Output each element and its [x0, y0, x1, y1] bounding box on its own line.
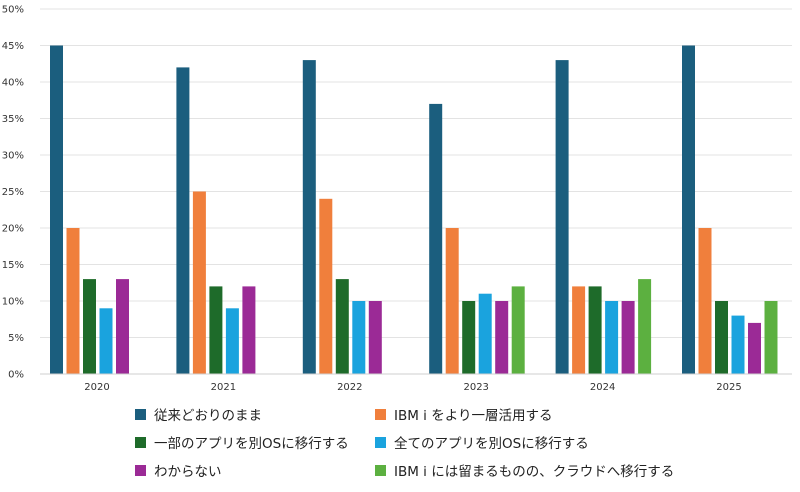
bar-2020-series-1: [66, 228, 80, 374]
bar-2023-series-4: [495, 301, 509, 374]
y-tick-label: 40%: [2, 78, 24, 89]
bar-2025-series-4: [748, 322, 761, 374]
bar-2020-series-4: [116, 279, 129, 374]
bar-2021-series-2: [209, 286, 223, 374]
bar-2021-series-3: [225, 308, 239, 374]
x-tick-label: 2024: [590, 382, 615, 393]
y-axis-ticks: 0% 5% 10% 15% 20% 25% 30% 35% 40% 45% 50%: [2, 5, 24, 381]
bar-2025-series-3: [731, 315, 745, 374]
bar-2021-series-4: [242, 286, 256, 374]
bar-2024-series-4: [621, 301, 635, 374]
bar-2022-series-1: [319, 198, 333, 374]
bar-2023-series-5: [511, 286, 525, 374]
bar-2020-series-2: [83, 279, 96, 374]
bar-2022-series-3: [352, 301, 366, 374]
x-axis-ticks: 2020 2021 2022 2023 2024 2025: [84, 382, 741, 393]
bar-2024-series-2: [588, 286, 602, 374]
bar-2022-series-0: [302, 60, 316, 374]
bar-2022-series-4: [368, 301, 382, 374]
bar-2020-series-0: [50, 45, 63, 374]
bar-2025-series-5: [764, 301, 778, 374]
y-tick-label: 30%: [2, 151, 24, 162]
bar-2023-series-1: [445, 228, 459, 374]
x-tick-label: 2025: [716, 382, 741, 393]
y-tick-label: 35%: [2, 114, 24, 125]
x-tick-label: 2023: [463, 382, 488, 393]
y-tick-label: 25%: [2, 187, 24, 198]
y-tick-label: 10%: [2, 297, 24, 308]
bar-2021-series-1: [192, 191, 206, 374]
bar-2024-series-1: [572, 286, 586, 374]
bar-2023-series-3: [478, 293, 492, 374]
bar-2024-series-5: [638, 279, 652, 374]
y-tick-label: 15%: [2, 260, 24, 271]
bar-2023-series-0: [429, 103, 443, 375]
bar-2025-series-1: [698, 228, 712, 374]
x-tick-label: 2022: [337, 382, 362, 393]
y-tick-label: 50%: [2, 5, 24, 16]
bar-2023-series-2: [462, 301, 476, 374]
bar-2024-series-3: [605, 301, 619, 374]
y-tick-label: 45%: [2, 41, 24, 52]
y-tick-label: 5%: [8, 333, 24, 344]
gridlines: [40, 8, 792, 338]
x-tick-label: 2020: [84, 382, 109, 393]
bar-2020-series-3: [99, 308, 113, 374]
bar-2024-series-0: [555, 60, 569, 374]
x-tick-label: 2021: [211, 382, 236, 393]
bar-2025-series-0: [682, 45, 695, 374]
bar-2025-series-2: [715, 301, 728, 374]
bar-2022-series-2: [335, 279, 349, 374]
y-tick-label: 20%: [2, 224, 24, 235]
y-tick-label: 0%: [8, 370, 24, 381]
bar-2021-series-0: [176, 67, 190, 375]
bars: [50, 45, 778, 375]
